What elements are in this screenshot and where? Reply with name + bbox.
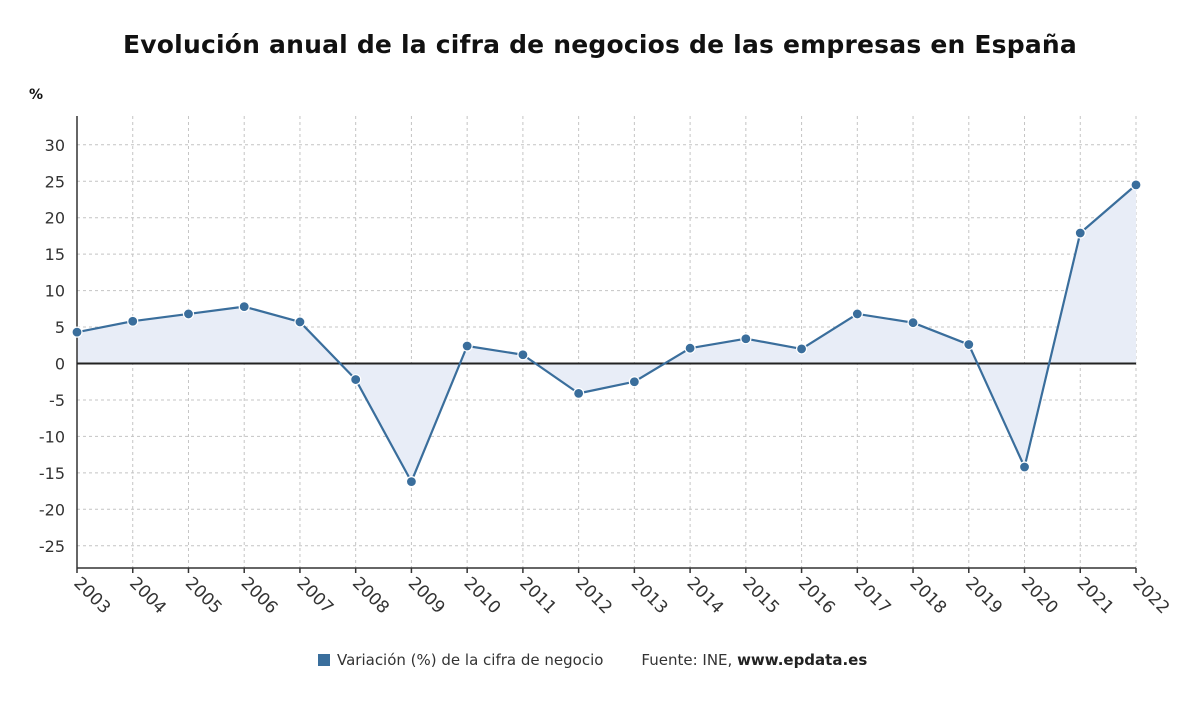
x-tick-label: 2012 <box>571 573 616 618</box>
area-fill-shape <box>77 184 1136 482</box>
data-point <box>405 475 418 488</box>
x-tick-label: 2021 <box>1073 573 1118 618</box>
x-tick-label: 2017 <box>850 573 895 618</box>
x-tick-label: 2018 <box>906 573 951 618</box>
y-tick-label: -10 <box>39 427 65 446</box>
legend-label: Variación (%) de la cifra de negocio <box>337 651 604 669</box>
series-line <box>76 184 1137 483</box>
x-tick-label: 2007 <box>292 573 337 618</box>
y-tick-label: -5 <box>49 391 65 410</box>
data-point <box>851 308 863 320</box>
data-point <box>684 342 696 354</box>
y-tick-label: 30 <box>45 136 65 155</box>
legend: Variación (%) de la cifra de negocio Fue… <box>318 651 867 669</box>
x-tick-label: 2022 <box>1128 573 1173 618</box>
x-tick-label: 2013 <box>627 573 672 618</box>
area-fill <box>77 184 1136 482</box>
x-tick-label: 2010 <box>460 573 505 618</box>
data-point <box>71 326 83 338</box>
data-points <box>71 179 1142 488</box>
y-axis-unit-label: % <box>29 87 44 103</box>
x-tick-label: 2006 <box>237 573 282 618</box>
data-point <box>1074 227 1086 239</box>
x-tick-label: 2008 <box>348 573 393 618</box>
chart-title: Evolución anual de la cifra de negocios … <box>123 30 1077 59</box>
y-tick-label: 10 <box>45 282 65 301</box>
x-tick-label: 2016 <box>794 573 839 618</box>
data-point <box>238 301 250 313</box>
data-point <box>795 343 808 355</box>
data-point <box>740 333 752 345</box>
y-tick-label: -25 <box>39 537 65 556</box>
legend-swatch <box>318 654 330 666</box>
y-tick-label: -15 <box>39 464 65 483</box>
y-tick-label: 25 <box>45 172 65 191</box>
data-point <box>350 373 362 386</box>
x-tick-label: 2009 <box>404 573 449 618</box>
series-polyline <box>76 184 1137 483</box>
x-tick-label: 2014 <box>683 573 728 618</box>
x-tick-label: 2015 <box>738 573 783 618</box>
data-point <box>963 338 975 351</box>
y-tick-label: 20 <box>45 209 65 228</box>
y-tick-labels: 30 25 20 15 10 5 0 -5 -10 -15 -20 -25 <box>39 136 65 556</box>
y-tick-label: 0 <box>55 355 65 374</box>
source-site: www.epdata.es <box>737 651 868 669</box>
y-tick-label: 5 <box>55 318 65 337</box>
data-point <box>517 349 529 361</box>
axes <box>76 116 1137 573</box>
data-point <box>1018 461 1031 473</box>
x-tick-label: 2005 <box>181 573 226 618</box>
source-prefix: Fuente: INE, <box>641 651 733 669</box>
data-point <box>461 340 473 352</box>
data-point <box>127 315 139 327</box>
y-tick-label: 15 <box>45 245 65 264</box>
data-point <box>907 317 919 329</box>
x-tick-labels: 2003 2004 2005 2006 2007 2008 2009 2010 2011 2012… <box>69 573 1173 618</box>
x-tick-label: 2020 <box>1017 573 1062 618</box>
x-tick-label: 2011 <box>515 573 560 618</box>
data-point <box>182 308 195 320</box>
x-tick-label: 2019 <box>961 573 1006 618</box>
data-point <box>573 387 585 399</box>
data-point <box>628 376 640 388</box>
x-tick-label: 2004 <box>125 573 170 618</box>
data-point <box>294 316 306 328</box>
data-point <box>1130 179 1142 191</box>
y-tick-label: -20 <box>39 500 65 519</box>
source-note: Fuente: INE, www.epdata.es <box>641 651 867 669</box>
x-tick-label: 2003 <box>69 573 114 618</box>
